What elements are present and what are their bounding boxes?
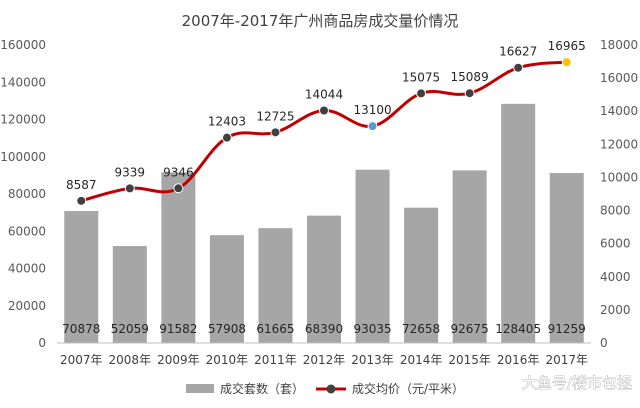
left-axis-ticks: 0 20000 40000 60000 80000 100000 120000 140000 1… — [0, 38, 46, 350]
legend-line-marker — [326, 384, 336, 394]
x-tick-label: 2012年 — [303, 353, 346, 367]
right-tick-label: 6000 — [600, 237, 631, 251]
price-value-label: 14044 — [305, 87, 343, 101]
price-marker — [513, 62, 524, 73]
price-marker — [173, 183, 184, 194]
x-tick-label: 2015年 — [448, 353, 491, 367]
price-marker — [76, 195, 87, 206]
price-markers — [76, 57, 572, 206]
price-marker — [319, 105, 329, 116]
bar — [452, 170, 487, 343]
bar-value-label: 68390 — [305, 322, 343, 336]
x-tick-label: 2013年 — [351, 353, 394, 367]
bar — [549, 173, 584, 343]
price-marker — [464, 88, 475, 99]
bar-value-label: 93035 — [353, 322, 391, 336]
bar — [307, 215, 341, 343]
right-tick-label: 16000 — [600, 71, 638, 85]
price-value-label: 16965 — [548, 39, 586, 53]
left-tick-label: 20000 — [8, 299, 46, 313]
bar — [209, 235, 244, 343]
price-value-label: 16627 — [499, 45, 537, 59]
price-value-label: 9339 — [115, 165, 146, 179]
x-tick-label: 2009年 — [157, 353, 200, 367]
bar-value-label: 128405 — [495, 322, 541, 336]
price-marker — [561, 57, 572, 68]
chart-title: 2007年-2017年广州商品房成交量价情况 — [182, 12, 459, 30]
left-tick-label: 80000 — [8, 187, 46, 201]
bar-value-label: 91259 — [548, 322, 586, 336]
left-tick-label: 0 — [38, 336, 46, 350]
bar — [64, 210, 99, 343]
price-marker — [416, 88, 427, 99]
price-line — [80, 60, 567, 203]
price-value-label: 8587 — [66, 178, 97, 192]
price-value-label: 15089 — [451, 70, 489, 84]
right-tick-label: 2000 — [600, 303, 631, 317]
bar-series — [64, 103, 584, 343]
bar — [161, 172, 196, 343]
price-value-label: 12725 — [256, 109, 294, 123]
x-tick-label: 2008年 — [109, 353, 152, 367]
legend: 成交套数（套） 成交均价（元/平米） — [186, 381, 464, 396]
bar-value-label: 92675 — [451, 322, 489, 336]
right-tick-label: 14000 — [600, 104, 638, 118]
x-tick-label: 2016年 — [497, 353, 540, 367]
price-marker — [124, 183, 135, 194]
price-marker — [270, 127, 281, 138]
bar-value-label: 52059 — [111, 322, 149, 336]
left-tick-label: 60000 — [8, 224, 46, 238]
left-tick-label: 120000 — [0, 113, 46, 127]
right-tick-label: 10000 — [600, 170, 638, 184]
bar — [355, 169, 390, 343]
right-tick-label: 12000 — [600, 137, 638, 151]
bar-value-label: 91582 — [159, 322, 197, 336]
legend-line-label: 成交均价（元/平米） — [352, 381, 464, 396]
bar — [404, 207, 439, 343]
bar — [501, 103, 536, 343]
bar — [112, 246, 147, 343]
x-tick-label: 2010年 — [206, 353, 249, 367]
x-tick-label: 2017年 — [545, 353, 588, 367]
bar-value-label: 72658 — [402, 322, 440, 336]
right-tick-label: 0 — [600, 336, 608, 350]
bar-value-label: 70878 — [62, 322, 100, 336]
price-value-label: 9346 — [163, 165, 194, 179]
price-marker — [221, 132, 232, 143]
price-value-label: 12403 — [208, 115, 246, 129]
legend-bar-label: 成交套数（套） — [220, 381, 304, 396]
price-value-label: 15075 — [402, 70, 440, 84]
right-tick-label: 18000 — [600, 38, 638, 52]
left-tick-label: 100000 — [0, 150, 46, 164]
x-tick-label: 2014年 — [400, 353, 443, 367]
left-tick-label: 160000 — [0, 38, 46, 52]
right-tick-label: 8000 — [600, 204, 631, 218]
left-tick-label: 40000 — [8, 262, 46, 276]
x-axis-labels: 2007年 2008年 2009年 2010年 2011年 2012年 2013年 2014年… — [60, 353, 588, 367]
price-value-label: 13100 — [353, 103, 391, 117]
price-value-labels: 8587 9339 9346 12403 12725 14044 13100 15075 150… — [66, 39, 586, 192]
watermark: 大鱼号/楼市包拯 — [522, 374, 632, 392]
right-tick-label: 4000 — [600, 270, 631, 284]
bar-value-label: 61665 — [256, 322, 294, 336]
bar-value-labels: 70878 52059 91582 57908 61665 68390 93035 72658… — [62, 322, 586, 336]
price-marker — [367, 121, 378, 132]
right-axis-ticks: 0 2000 4000 6000 8000 10000 12000 14000 16000 180… — [600, 38, 638, 350]
x-tick-label: 2011年 — [254, 353, 297, 367]
bar — [258, 228, 293, 343]
legend-bar-swatch — [186, 384, 214, 393]
x-tick-label: 2007年 — [60, 353, 103, 367]
left-tick-label: 140000 — [0, 75, 46, 89]
bar-value-label: 57908 — [208, 322, 246, 336]
